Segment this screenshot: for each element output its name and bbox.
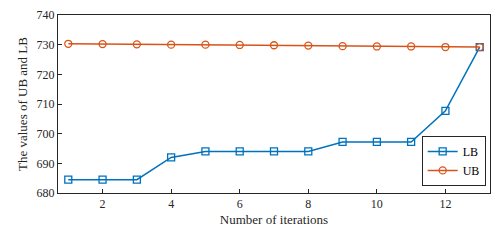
svg-text:710: 710 <box>37 97 55 111</box>
svg-text:700: 700 <box>37 127 55 141</box>
svg-text:2: 2 <box>100 197 106 211</box>
svg-text:690: 690 <box>37 157 55 171</box>
svg-text:12: 12 <box>439 197 451 211</box>
svg-text:LB: LB <box>463 145 478 159</box>
svg-text:680: 680 <box>37 186 55 200</box>
svg-text:4: 4 <box>168 197 174 211</box>
svg-text:720: 720 <box>37 68 55 82</box>
svg-text:The values of UB and LB: The values of UB and LB <box>15 37 30 171</box>
svg-text:8: 8 <box>305 197 311 211</box>
svg-text:730: 730 <box>37 38 55 52</box>
svg-text:740: 740 <box>37 8 55 22</box>
svg-text:Number of iterations: Number of iterations <box>220 212 328 227</box>
svg-text:10: 10 <box>371 197 383 211</box>
svg-text:6: 6 <box>237 197 243 211</box>
svg-text:UB: UB <box>463 164 480 178</box>
